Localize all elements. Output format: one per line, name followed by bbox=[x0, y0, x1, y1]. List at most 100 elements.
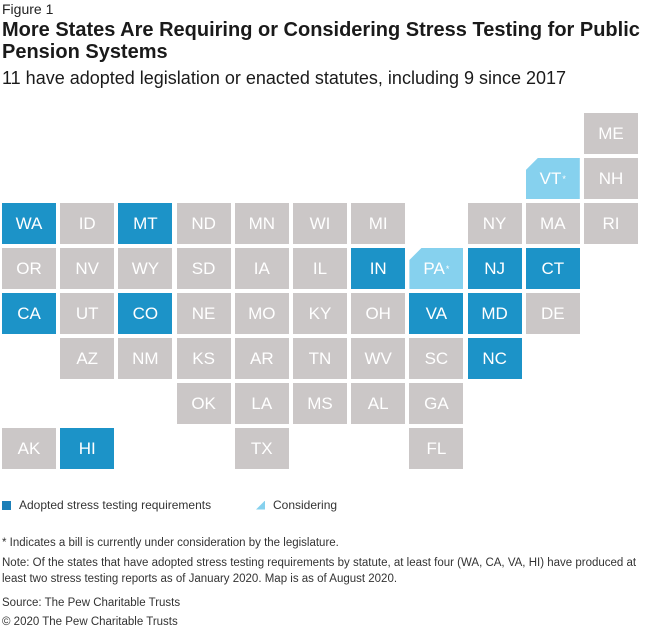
state-tile-vt: VT * bbox=[525, 158, 580, 199]
state-tile-nj: NJ bbox=[467, 248, 522, 289]
state-tile-ca: CA bbox=[2, 293, 56, 334]
state-tile-ok: OK bbox=[176, 383, 231, 424]
state-label: WA bbox=[15, 213, 43, 233]
state-label: NV bbox=[75, 258, 99, 278]
state-label: MT bbox=[133, 213, 158, 233]
state-tile-fl: FL bbox=[409, 428, 464, 469]
state-label: IL bbox=[312, 258, 328, 278]
state-tile-al: AL bbox=[351, 383, 406, 424]
state-label: PA bbox=[423, 258, 445, 278]
state-tile-ia: IA bbox=[234, 248, 289, 289]
state-label: OH bbox=[365, 303, 391, 323]
state-label: HI bbox=[78, 438, 96, 458]
state-label: AR bbox=[249, 348, 274, 368]
state-label: NC bbox=[482, 348, 507, 368]
state-tile-pa: PA * bbox=[409, 248, 464, 289]
state-tile-ak: AK bbox=[2, 428, 56, 469]
state-label: KY bbox=[308, 303, 332, 323]
state-label: AL bbox=[367, 393, 389, 413]
state-label: MI bbox=[368, 213, 388, 233]
state-tile-in: IN bbox=[351, 248, 406, 289]
state-label: GA bbox=[424, 393, 449, 413]
state-label: CO bbox=[132, 303, 159, 323]
state-tile-ut: UT bbox=[60, 293, 115, 334]
state-tile-sd: SD bbox=[176, 248, 231, 289]
state-tile-la: LA bbox=[234, 383, 289, 424]
state-tile-mt: MT bbox=[118, 203, 173, 244]
state-tile-oh: OH bbox=[351, 293, 406, 334]
copyright: © 2020 The Pew Charitable Trusts bbox=[2, 616, 178, 628]
state-label: VT bbox=[539, 168, 562, 188]
state-tile-wi: WI bbox=[293, 203, 347, 244]
state-label: CT bbox=[541, 258, 565, 278]
state-label: RI bbox=[602, 213, 620, 233]
state-tile-ny: NY bbox=[467, 203, 522, 244]
state-tile-ri: RI bbox=[584, 203, 638, 244]
state-label: NM bbox=[132, 348, 159, 368]
state-label: VA bbox=[425, 303, 448, 323]
source: Source: The Pew Charitable Trusts bbox=[2, 597, 181, 609]
state-tile-de: DE bbox=[525, 293, 580, 334]
state-tile-nc: NC bbox=[467, 338, 522, 379]
page-title: More States Are Requiring or Considering… bbox=[2, 19, 640, 63]
state-label: IN bbox=[369, 258, 387, 278]
state-tile-il: IL bbox=[293, 248, 347, 289]
legend-adopted-swatch bbox=[2, 500, 11, 510]
state-label: ID bbox=[78, 213, 96, 233]
pending-bill-marker: * bbox=[445, 263, 450, 274]
state-tile-wy: WY bbox=[118, 248, 173, 289]
legend-considering-label: Considering bbox=[273, 498, 338, 512]
state-label: MN bbox=[248, 213, 276, 233]
state-tile-nm: NM bbox=[118, 338, 173, 379]
state-label: NJ bbox=[484, 258, 505, 278]
legend-considering: Considering bbox=[256, 498, 337, 512]
state-tile-hi: HI bbox=[60, 428, 115, 469]
footnote: * Indicates a bill is currently under co… bbox=[2, 537, 339, 549]
state-tile-va: VA bbox=[409, 293, 464, 334]
state-label: TX bbox=[250, 438, 273, 458]
state-tile-ma: MA bbox=[525, 203, 580, 244]
state-tile-ne: NE bbox=[176, 293, 231, 334]
legend-adopted: Adopted stress testing requirements bbox=[2, 498, 211, 512]
state-label: ME bbox=[598, 123, 624, 143]
pending-bill-marker: * bbox=[562, 173, 566, 184]
state-label: ND bbox=[191, 213, 216, 233]
state-label: KS bbox=[192, 348, 215, 368]
state-label: NY bbox=[482, 213, 507, 233]
state-tile-tn: TN bbox=[293, 338, 347, 379]
state-tile-tx: TX bbox=[234, 428, 289, 469]
state-tile-mo: MO bbox=[234, 293, 289, 334]
state-tile-nh: NH bbox=[584, 158, 638, 199]
state-tile-ar: AR bbox=[234, 338, 289, 379]
legend-adopted-label: Adopted stress testing requirements bbox=[19, 498, 212, 512]
state-label: AZ bbox=[76, 348, 99, 368]
state-tile-co: CO bbox=[118, 293, 173, 334]
state-label: OR bbox=[16, 258, 42, 278]
state-tile-me: ME bbox=[584, 113, 638, 154]
state-label: DE bbox=[540, 303, 565, 323]
state-tile-mn: MN bbox=[234, 203, 289, 244]
state-tile-nd: ND bbox=[176, 203, 231, 244]
state-label: IA bbox=[253, 258, 270, 278]
state-label: TN bbox=[308, 348, 332, 368]
state-label: UT bbox=[75, 303, 99, 323]
state-tile-or: OR bbox=[2, 248, 56, 289]
figure-label: Figure 1 bbox=[2, 1, 54, 17]
state-label: MA bbox=[540, 213, 566, 233]
state-tile-sc: SC bbox=[409, 338, 464, 379]
state-label: FL bbox=[426, 438, 447, 458]
state-label: MD bbox=[481, 303, 508, 323]
state-tile-mi: MI bbox=[351, 203, 406, 244]
state-tile-wa: WA bbox=[2, 203, 56, 244]
state-label: MS bbox=[307, 393, 333, 413]
state-tile-md: MD bbox=[467, 293, 522, 334]
state-tile-ga: GA bbox=[409, 383, 464, 424]
state-label: WY bbox=[131, 258, 160, 278]
state-label: NE bbox=[191, 303, 216, 323]
note: Note: Of the states that have adopted st… bbox=[2, 557, 637, 585]
state-label: SC bbox=[424, 348, 449, 368]
state-label: WI bbox=[309, 213, 331, 233]
state-tile-az: AZ bbox=[60, 338, 115, 379]
state-label: LA bbox=[251, 393, 273, 413]
